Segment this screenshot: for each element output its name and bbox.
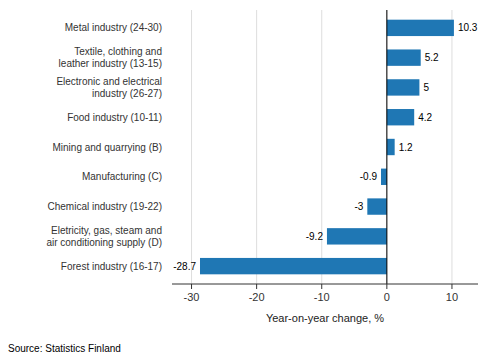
category-label: Textile, clothing andleather industry (1… — [59, 46, 162, 69]
data-label: 5.2 — [425, 52, 439, 63]
chart: -28.7 -9.2 -3 -0.9 1.2 4.2 5 5.2 10.3 Forest indu… — [0, 0, 493, 360]
bar — [387, 49, 421, 65]
y-axis: Forest industry (16-17) Eletricity, gas, … — [46, 22, 162, 271]
grid-line — [321, 10, 322, 284]
category-label-line: air conditioning supply (D) — [46, 237, 162, 248]
grid-line — [191, 10, 192, 284]
category-label-line: Metal industry (24-30) — [65, 22, 162, 33]
category-label: Forest industry (16-17) — [61, 261, 162, 272]
data-label: 5 — [423, 82, 429, 93]
x-tick — [386, 284, 387, 289]
category-label: Mining and quarrying (B) — [53, 142, 163, 153]
x-tick-label: -30 — [184, 291, 200, 303]
x-axis: -30 -20 -10 0 10 Year-on-year change, % — [172, 284, 478, 324]
category-label-line: Eletricity, gas, steam and — [51, 225, 162, 236]
category-label-line: Forest industry (16-17) — [61, 261, 162, 272]
category-label: Electronic and electricalindustry (26-27… — [56, 76, 162, 99]
grid-line — [451, 10, 452, 284]
category-label: Chemical industry (19-22) — [48, 201, 163, 212]
category-label-line: Manufacturing (C) — [82, 171, 162, 182]
bar — [387, 79, 420, 95]
x-tick-label: 10 — [446, 291, 458, 303]
bars — [200, 20, 454, 275]
data-label: -0.9 — [360, 171, 378, 182]
category-label-line: Textile, clothing and — [74, 46, 162, 57]
category-label: Food industry (10-11) — [67, 112, 162, 123]
data-label: -9.2 — [306, 231, 324, 242]
category-label: Manufacturing (C) — [82, 171, 162, 182]
data-label: 4.2 — [418, 112, 432, 123]
category-label-line: Food industry (10-11) — [67, 112, 162, 123]
x-axis-label: Year-on-year change, % — [266, 312, 384, 324]
category-label-line: leather industry (13-15) — [59, 58, 162, 69]
data-label: -28.7 — [173, 261, 196, 272]
category-label: Eletricity, gas, steam andair conditioni… — [46, 225, 162, 248]
x-tick — [256, 284, 257, 289]
data-label: 1.2 — [399, 142, 413, 153]
grid-line — [386, 10, 387, 284]
bar — [387, 139, 395, 155]
data-label: 10.3 — [458, 22, 478, 33]
bar — [327, 228, 387, 244]
zero-line — [386, 10, 387, 284]
bar — [387, 109, 414, 125]
x-tick-label: 0 — [384, 291, 390, 303]
grid — [192, 10, 452, 284]
category-label-line: Electronic and electrical — [56, 76, 162, 87]
x-tick-label: -20 — [249, 291, 265, 303]
data-labels: -28.7 -9.2 -3 -0.9 1.2 4.2 5 5.2 10.3 — [173, 22, 478, 271]
source-note: Source: Statistics Finland — [8, 343, 121, 354]
x-tick-label: -10 — [314, 291, 330, 303]
x-tick — [451, 284, 452, 289]
data-label: -3 — [354, 201, 363, 212]
category-label-line: Chemical industry (19-22) — [48, 201, 163, 212]
grid-line — [256, 10, 257, 284]
x-tick — [321, 284, 322, 289]
x-tick — [191, 284, 192, 289]
category-label-line: Mining and quarrying (B) — [53, 142, 163, 153]
x-axis-line — [172, 284, 478, 285]
bar — [381, 169, 387, 185]
category-label: Metal industry (24-30) — [65, 22, 162, 33]
bar — [367, 198, 387, 214]
category-label-line: industry (26-27) — [92, 88, 162, 99]
bar — [387, 20, 454, 36]
chart-container: -28.7 -9.2 -3 -0.9 1.2 4.2 5 5.2 10.3 Forest indu… — [0, 0, 493, 360]
bar — [200, 258, 387, 274]
